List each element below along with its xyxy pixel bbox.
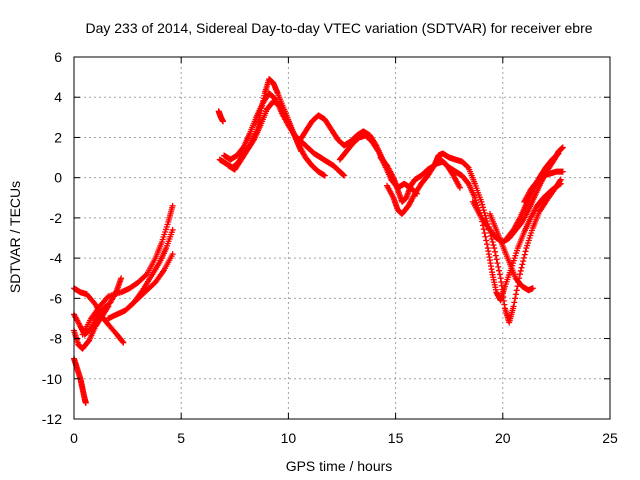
series-arc-20 — [521, 168, 566, 205]
x-tick-label: 10 — [281, 430, 297, 446]
series-arc-11 — [225, 98, 328, 179]
data-point — [104, 304, 111, 311]
y-tick-label: 0 — [54, 170, 62, 186]
series-arc-6 — [105, 226, 176, 322]
series-arc-7 — [126, 251, 176, 310]
series-arc-5 — [79, 202, 176, 338]
y-axis-title: SDTVAR / TECUs — [7, 181, 23, 293]
data-point — [559, 144, 566, 151]
data-point — [105, 303, 112, 310]
data-point — [119, 338, 126, 345]
y-tick-label: -4 — [50, 250, 63, 266]
data-point — [169, 251, 176, 258]
data-point — [522, 248, 529, 255]
y-tick-label: -12 — [42, 411, 62, 427]
data-points — [71, 76, 566, 406]
y-tick-label: -6 — [50, 290, 63, 306]
data-point — [491, 245, 498, 252]
x-tick-label: 20 — [495, 430, 511, 446]
data-point — [520, 258, 527, 265]
data-point — [512, 295, 519, 302]
data-point — [493, 256, 500, 263]
data-point — [481, 229, 488, 236]
y-tick-label: -10 — [42, 371, 62, 387]
x-axis-title: GPS time / hours — [286, 458, 393, 474]
data-point — [220, 118, 227, 125]
data-point — [118, 275, 125, 282]
data-point — [519, 261, 526, 268]
data-point — [492, 248, 499, 255]
data-point — [517, 267, 524, 274]
data-point — [557, 180, 564, 187]
series-arc-4 — [71, 285, 127, 346]
data-point — [490, 242, 497, 249]
data-point — [478, 198, 485, 205]
data-point — [494, 260, 501, 267]
x-tick-label: 5 — [177, 430, 185, 446]
data-point — [516, 271, 523, 278]
data-point — [521, 251, 528, 258]
series-arc-8 — [215, 108, 227, 125]
series-arc-15 — [384, 150, 564, 326]
data-point — [556, 181, 563, 188]
y-tick-label: 4 — [54, 89, 62, 105]
x-tick-label: 0 — [70, 430, 78, 446]
data-point — [321, 172, 328, 179]
data-point — [518, 264, 525, 271]
series-arc-18 — [486, 210, 536, 294]
data-point — [512, 291, 519, 298]
data-point — [559, 168, 566, 175]
data-point — [169, 202, 176, 209]
data-point — [456, 184, 463, 191]
y-tick-label: -8 — [50, 331, 63, 347]
y-tick-label: 2 — [54, 129, 62, 145]
data-point — [554, 151, 561, 158]
data-point — [169, 226, 176, 233]
data-point — [142, 272, 149, 279]
data-point — [511, 299, 518, 306]
data-point — [488, 236, 495, 243]
series-arc-16 — [433, 158, 564, 304]
data-point — [341, 172, 348, 179]
data-point — [555, 150, 562, 157]
y-tick-label: 6 — [54, 49, 62, 65]
data-point — [374, 147, 381, 154]
data-point — [520, 254, 527, 261]
chart-title: Day 233 of 2014, Sidereal Day-to-day VTE… — [85, 20, 592, 36]
data-point — [496, 267, 503, 274]
data-point — [482, 233, 489, 240]
data-point — [120, 339, 127, 346]
data-point — [479, 201, 486, 208]
data-point — [529, 285, 536, 292]
data-point — [250, 137, 257, 144]
data-point — [82, 399, 89, 406]
plot-frame — [73, 56, 611, 420]
data-point — [510, 303, 517, 310]
data-point — [496, 271, 503, 278]
y-tick-label: -2 — [50, 210, 63, 226]
x-tick-label: 15 — [388, 430, 404, 446]
data-point — [480, 226, 487, 233]
data-point — [513, 287, 520, 294]
x-axis: 0 5 10 15 20 25 — [70, 57, 618, 446]
data-point — [489, 239, 496, 246]
data-point — [492, 252, 499, 259]
data-point — [483, 237, 490, 244]
data-point — [483, 241, 490, 248]
data-point — [495, 263, 502, 270]
y-axis: -12 -10 -8 -6 -4 -2 0 2 4 6 — [42, 49, 610, 427]
x-tick-label: 25 — [602, 430, 618, 446]
